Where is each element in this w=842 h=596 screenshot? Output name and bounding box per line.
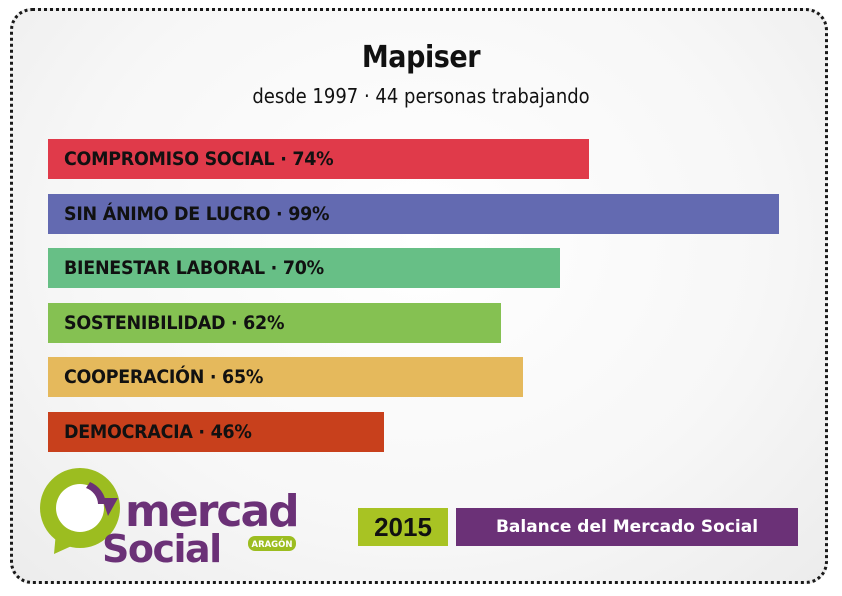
bar-4: COOPERACIÓN · 65% (48, 357, 523, 397)
bar-label-1: SIN ÁNIMO DE LUCRO · 99% (64, 203, 330, 225)
balance-text: Balance del Mercado Social (495, 517, 759, 537)
bar-label-2: BIENESTAR LABORAL · 70% (64, 257, 324, 279)
card-frame (10, 8, 828, 584)
logo-line2: Social (102, 527, 221, 571)
bar-label-0: COMPROMISO SOCIAL · 74% (64, 148, 334, 170)
logo-badge (248, 536, 296, 551)
logo-badge-text: ARAGÓN (251, 538, 292, 550)
chart-subtitle: desde 1997 · 44 personas trabajando (252, 84, 590, 108)
year-text: 2015 (374, 511, 432, 542)
chart-title: Mapiser (361, 40, 481, 75)
bar-label-3: SOSTENIBILIDAD · 62% (64, 312, 285, 334)
bar-0: COMPROMISO SOCIAL · 74% (48, 139, 589, 179)
balance-banner: Balance del Mercado Social (456, 508, 798, 546)
bar-label-4: COOPERACIÓN · 65% (64, 366, 264, 388)
bar-2: BIENESTAR LABORAL · 70% (48, 248, 560, 288)
logo-line1: mercado (125, 486, 298, 537)
speech-bubble-icon (40, 468, 120, 554)
mercado-social-logo: mercado Social ARAGÓN (40, 468, 298, 571)
bar-label-5: DEMOCRACIA · 46% (64, 421, 252, 443)
bar-5: DEMOCRACIA · 46% (48, 412, 384, 452)
year-badge: 2015 (358, 508, 448, 546)
bar-3: SOSTENIBILIDAD · 62% (48, 303, 501, 343)
bar-1: SIN ÁNIMO DE LUCRO · 99% (48, 194, 779, 234)
